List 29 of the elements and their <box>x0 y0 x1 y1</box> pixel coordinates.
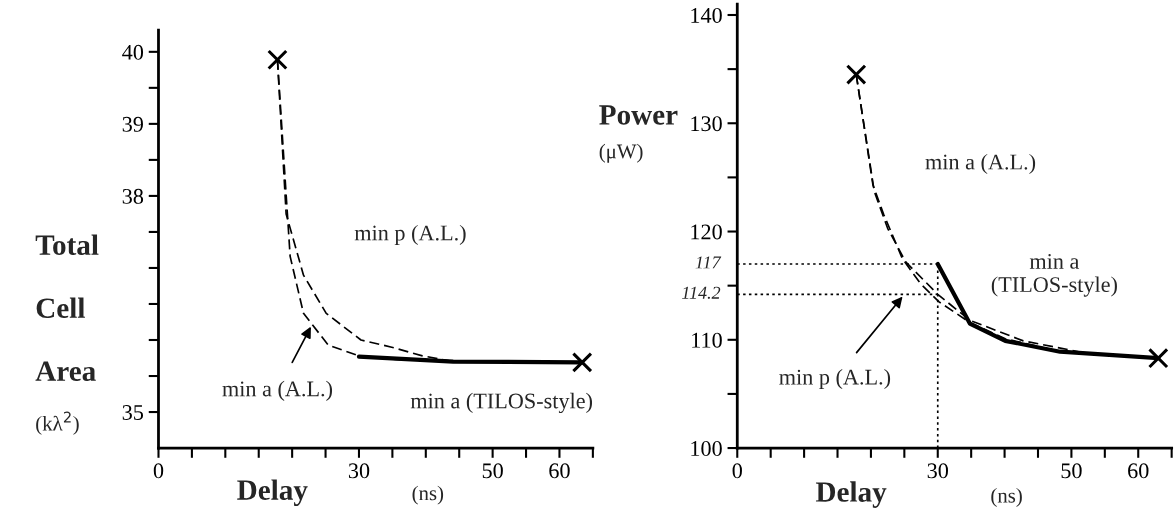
y-tick-label: 120 <box>691 224 722 240</box>
annotation: min p (A.L.) <box>354 224 466 246</box>
text: Total Cell Area (kλ$^{2}$) <box>35 234 99 435</box>
y-tick-label: 110 <box>692 332 722 348</box>
x-tick-label: 30 <box>348 463 370 479</box>
y-tick-label: 38 <box>122 188 144 204</box>
y-tick-label: 35 <box>122 405 144 420</box>
ref-line-label: 117 <box>695 256 722 269</box>
text: Delay (ns) <box>237 479 444 506</box>
x-tick-label: 60 <box>1128 463 1149 479</box>
y-tick-label: 130 <box>691 116 722 132</box>
ref-line-label: 114.2 <box>681 286 721 299</box>
y-axis-title: Power (μW) <box>599 105 678 163</box>
annotation: min a (TILOS-style) <box>410 392 593 414</box>
x-tick-label: 30 <box>927 463 949 479</box>
y-tick-label: 100 <box>691 440 722 456</box>
y-tick-label: 40 <box>122 44 144 60</box>
x-tick-label: 60 <box>549 463 570 479</box>
y-tick-label: 39 <box>122 116 143 132</box>
text: Delay (ns) <box>815 481 1022 508</box>
annotation: min a (A.L.) <box>222 380 333 401</box>
annotation: min p (A.L.) <box>779 368 891 390</box>
x-tick-label: 0 <box>153 463 164 479</box>
y-tick-label: 140 <box>691 7 722 23</box>
x-tick-label: 50 <box>1061 463 1082 479</box>
annotation: min a (TILOS-style) <box>991 253 1117 297</box>
x-tick-label: 0 <box>732 463 742 479</box>
x-tick-label: 50 <box>482 463 503 479</box>
annotation: min a (A.L.) <box>925 153 1036 175</box>
